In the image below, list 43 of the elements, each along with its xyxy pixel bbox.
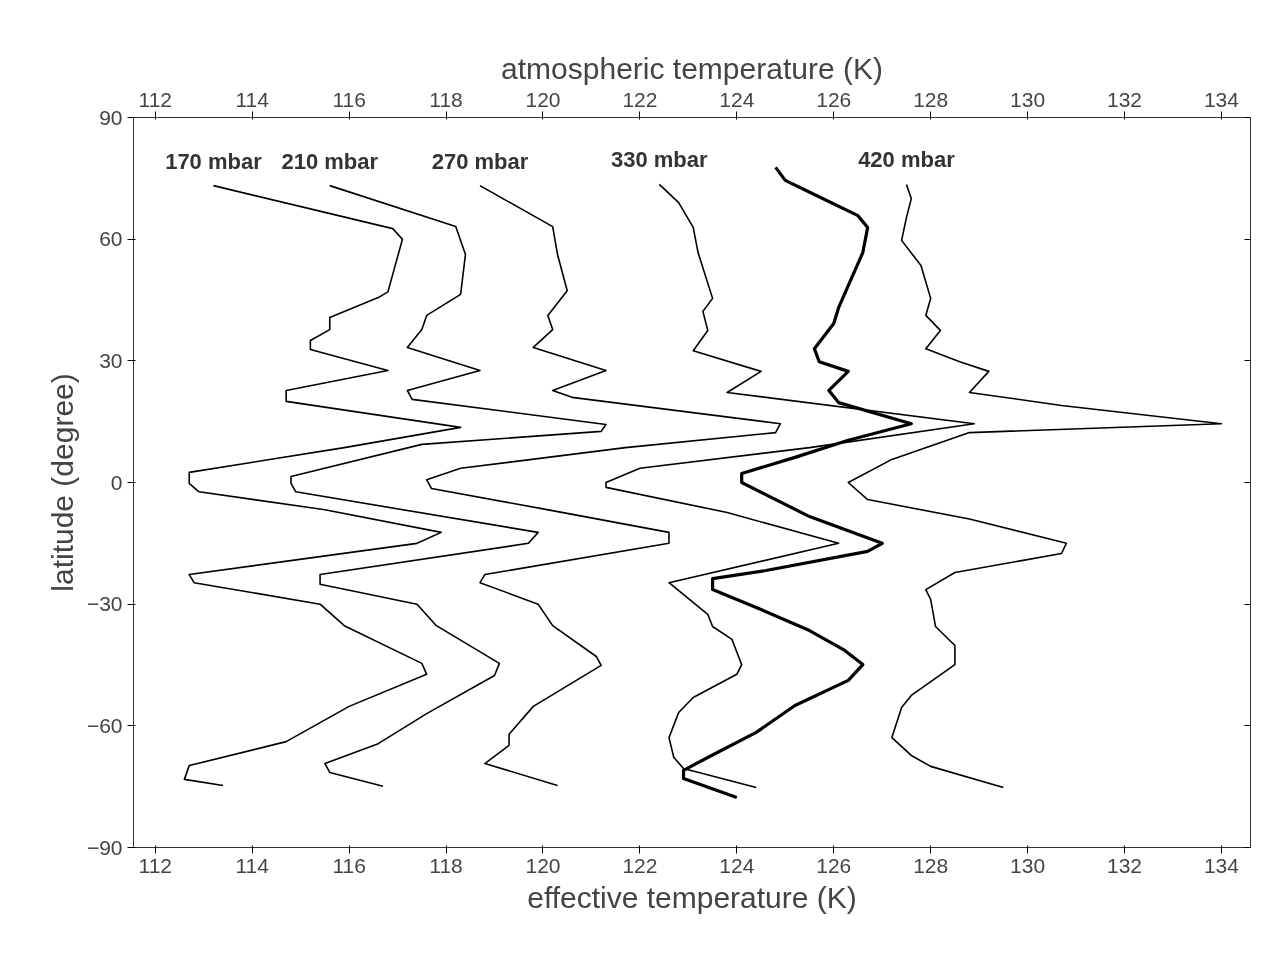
x2-axis-title: atmospheric temperature (K) <box>501 51 883 85</box>
x2-tick-label: 116 <box>332 87 366 111</box>
x-tick-label: 128 <box>913 853 949 877</box>
x-tick-label: 120 <box>525 853 561 877</box>
x2-tick-label: 122 <box>622 87 658 111</box>
x-tick-label: 112 <box>138 853 173 877</box>
y-tick-label: 60 <box>99 227 123 251</box>
x-tick-label: 124 <box>719 853 755 877</box>
y-tick-label: −90 <box>86 835 123 859</box>
x2-tick-label: 124 <box>719 87 755 111</box>
x-tick-label: 122 <box>622 853 658 877</box>
y-tick-label: −30 <box>86 592 123 616</box>
x2-tick-label: 134 <box>1203 87 1240 111</box>
x2-tick-label: 130 <box>1010 87 1046 111</box>
x-tick-label: 132 <box>1106 853 1143 877</box>
x2-tick-label: 112 <box>138 87 173 111</box>
x2-tick-label: 120 <box>525 87 561 111</box>
y-tick-label: 30 <box>99 348 123 372</box>
y-tick-label: −60 <box>86 713 123 737</box>
series-label: 270 mbar <box>431 148 529 174</box>
series-label: 330 mbar <box>610 147 709 173</box>
y-tick-label: 0 <box>110 470 123 494</box>
y-tick-label: 90 <box>99 105 123 129</box>
x2-tick-label: 126 <box>816 87 852 111</box>
line-series <box>290 184 607 788</box>
series-label: 170 mbar <box>165 148 263 174</box>
y-axis-title: latitude (degree) <box>45 373 79 592</box>
x-tick-label: 114 <box>235 853 270 877</box>
x2-tick-label: 118 <box>429 87 463 111</box>
x-tick-label: 118 <box>429 853 463 877</box>
x-tick-label: 116 <box>332 853 366 877</box>
x2-tick-label: 132 <box>1106 87 1143 111</box>
x2-tick-label: 114 <box>235 87 270 111</box>
line-series <box>847 183 1223 789</box>
x-tick-label: 130 <box>1010 853 1046 877</box>
series-label: 210 mbar <box>281 148 379 174</box>
line-series <box>425 184 782 787</box>
line-series <box>183 184 462 787</box>
x-axis-title: effective temperature (K) <box>527 880 857 914</box>
x2-tick-label: 128 <box>913 87 949 111</box>
x-tick-label: 126 <box>816 853 852 877</box>
series-label: 420 mbar <box>858 147 956 173</box>
x-tick-label: 134 <box>1203 853 1240 877</box>
